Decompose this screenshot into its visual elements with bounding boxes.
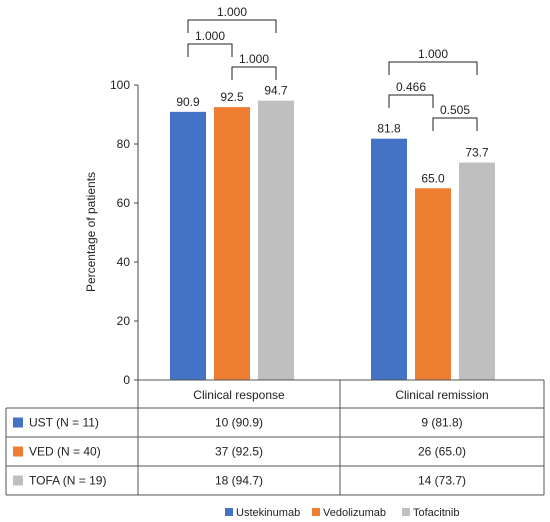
category-label: Clinical response (193, 388, 285, 402)
y-tick-label: 0 (123, 373, 130, 387)
y-tick-label: 40 (117, 255, 131, 269)
row-legend-swatch (13, 446, 23, 457)
data-label: 73.7 (465, 146, 489, 160)
table-cell: 18 (94.7) (215, 474, 263, 488)
bar (371, 138, 407, 380)
p-value-label: 1.000 (217, 5, 247, 19)
p-value-label: 0.466 (396, 80, 426, 94)
comparison-bracket (231, 66, 277, 80)
table-cell: 37 (92.5) (215, 445, 263, 459)
data-label: 65.0 (421, 171, 445, 185)
bar (415, 188, 451, 380)
p-value-label: 0.505 (440, 103, 470, 117)
legend-swatch (225, 508, 233, 516)
comparison-bracket (388, 94, 434, 108)
y-tick-label: 20 (117, 314, 131, 328)
legend-swatch (402, 508, 410, 516)
p-value-label: 1.000 (195, 29, 225, 43)
row-label: VED (N = 40) (29, 445, 101, 459)
p-value-label: 1.000 (418, 47, 448, 61)
row-label: TOFA (N = 19) (29, 474, 106, 488)
table-cell: 14 (73.7) (418, 474, 466, 488)
bar (170, 111, 206, 380)
data-label: 94.7 (264, 84, 288, 98)
p-value-label: 1.000 (239, 52, 269, 66)
comparison-bracket (388, 61, 478, 75)
data-label: 81.8 (377, 122, 401, 136)
legend-label: Tofacitnib (413, 507, 459, 519)
row-legend-swatch (13, 475, 23, 486)
y-axis-label: Percentage of patients (84, 172, 98, 292)
comparison-bracket (187, 19, 277, 33)
category-label: Clinical remission (395, 388, 488, 402)
data-label: 90.9 (176, 95, 200, 109)
legend-label: Ustekinumab (236, 507, 300, 519)
comparison-bracket (432, 117, 478, 131)
table-cell: 26 (65.0) (418, 445, 466, 459)
legend-label: Vedolizumab (323, 507, 386, 519)
legend-swatch (312, 508, 320, 516)
bar (258, 100, 294, 380)
y-tick-label: 100 (110, 78, 130, 92)
y-tick-label: 60 (117, 196, 131, 210)
table-cell: 10 (90.9) (215, 416, 263, 430)
bar (214, 107, 250, 380)
comparison-bracket (187, 43, 233, 57)
bar (459, 162, 495, 380)
table-cell: 9 (81.8) (421, 416, 462, 430)
data-label: 92.5 (220, 90, 244, 104)
row-legend-swatch (13, 417, 23, 428)
row-label: UST (N = 11) (29, 416, 99, 430)
y-tick-label: 80 (117, 137, 131, 151)
